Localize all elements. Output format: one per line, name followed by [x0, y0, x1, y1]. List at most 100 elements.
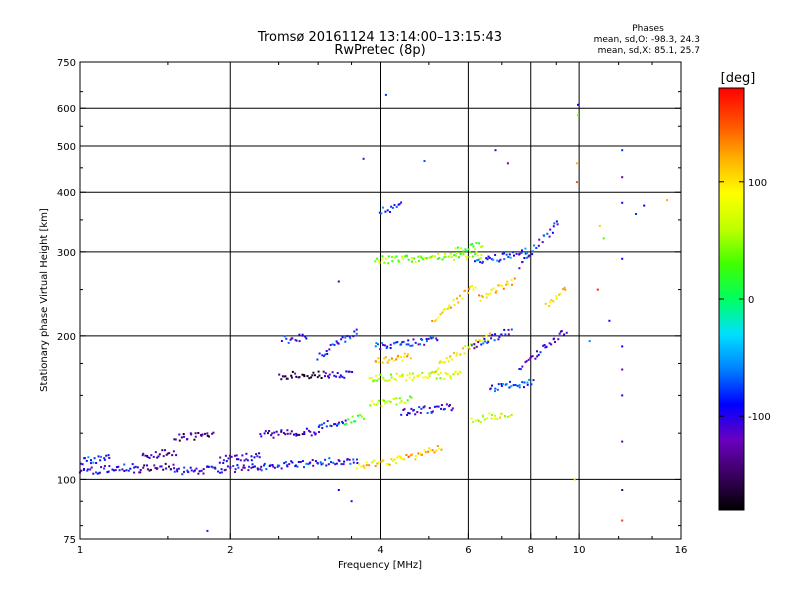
echo-point: [307, 463, 310, 466]
echo-point: [388, 359, 391, 362]
echo-point: [469, 251, 471, 254]
echo-point: [514, 384, 517, 386]
echo-point: [310, 434, 313, 437]
echo-point: [168, 452, 171, 455]
echo-point: [335, 340, 338, 343]
echo-point: [384, 93, 387, 96]
echo-point: [351, 371, 354, 373]
echo-point: [494, 333, 497, 336]
echo-point: [352, 335, 355, 338]
echo-point: [451, 407, 454, 410]
echo-point: [462, 253, 465, 256]
echo-point: [336, 341, 339, 344]
echo-point: [356, 458, 358, 461]
echo-point: [469, 343, 472, 346]
echo-point: [518, 384, 521, 387]
echo-point: [239, 459, 242, 462]
echo-point: [448, 306, 451, 309]
echo-point: [472, 245, 475, 248]
echo-point: [521, 365, 524, 368]
echo-point: [220, 468, 223, 471]
echo-point: [394, 256, 396, 259]
echo-point: [251, 463, 254, 466]
echo-point: [475, 345, 478, 348]
echo-point: [389, 400, 392, 403]
echo-point: [303, 431, 306, 434]
echo-point: [193, 438, 196, 441]
echo-point: [555, 295, 558, 298]
echo-point: [437, 373, 440, 376]
echo-point: [473, 347, 476, 350]
echo-point: [410, 396, 413, 399]
echo-point: [284, 375, 287, 378]
echo-point: [175, 454, 178, 457]
echo-point: [494, 390, 496, 393]
y-axis-label: Stationary phase Virtual Height [km]: [39, 208, 50, 392]
echo-point: [375, 374, 377, 377]
echo-point: [482, 296, 484, 299]
echo-point: [423, 343, 426, 346]
echo-point: [471, 242, 474, 245]
echo-point: [141, 454, 144, 457]
echo-point: [505, 253, 508, 256]
echo-point: [502, 287, 505, 290]
echo-point: [406, 255, 409, 258]
echo-point: [498, 336, 501, 338]
echo-point: [504, 333, 507, 336]
echo-point: [323, 422, 326, 425]
echo-point: [173, 467, 176, 470]
echo-point: [393, 204, 396, 206]
echo-point: [403, 356, 406, 358]
echo-point: [103, 458, 106, 461]
echo-point: [418, 373, 421, 376]
echo-point: [511, 283, 513, 286]
echo-point: [202, 468, 205, 471]
echo-point: [475, 251, 478, 254]
echo-point: [449, 355, 452, 358]
echo-point: [500, 333, 503, 336]
echo-point: [320, 377, 323, 379]
echo-point: [352, 458, 355, 461]
echo-point: [430, 411, 433, 414]
echo-point: [375, 360, 378, 363]
echo-point: [390, 205, 393, 208]
echo-point: [411, 372, 414, 375]
echo-point: [411, 344, 414, 347]
echo-point: [482, 340, 485, 342]
x-tick-label: 10: [573, 545, 586, 556]
echo-point: [260, 469, 263, 472]
echo-point: [521, 249, 523, 252]
echo-point: [316, 462, 319, 465]
echo-point: [439, 360, 442, 363]
echo-point: [500, 413, 503, 415]
echo-point: [268, 430, 271, 432]
echo-point: [527, 358, 530, 361]
echo-point: [197, 472, 200, 475]
echo-point: [168, 465, 170, 468]
echo-point: [447, 255, 450, 258]
echo-point: [509, 380, 511, 383]
echo-point: [272, 436, 275, 439]
echo-point: [157, 455, 160, 458]
echo-point: [189, 466, 192, 469]
echo-point: [554, 341, 556, 343]
echo-point: [448, 405, 451, 408]
echo-point: [409, 344, 412, 347]
echo-point: [162, 468, 165, 471]
echo-point: [306, 375, 309, 378]
echo-point: [338, 376, 341, 379]
echo-point: [417, 452, 420, 455]
echo-point: [379, 348, 382, 351]
echo-point: [524, 252, 527, 255]
echo-point: [404, 255, 407, 258]
echo-point: [228, 454, 231, 457]
echo-point: [376, 462, 379, 465]
echo-point: [353, 330, 356, 333]
echo-point: [398, 203, 401, 206]
echo-point: [424, 376, 427, 379]
echo-point: [635, 213, 637, 215]
echo-point: [355, 332, 358, 335]
echo-point: [344, 336, 347, 339]
echo-point: [563, 333, 566, 336]
echo-point: [428, 375, 431, 378]
